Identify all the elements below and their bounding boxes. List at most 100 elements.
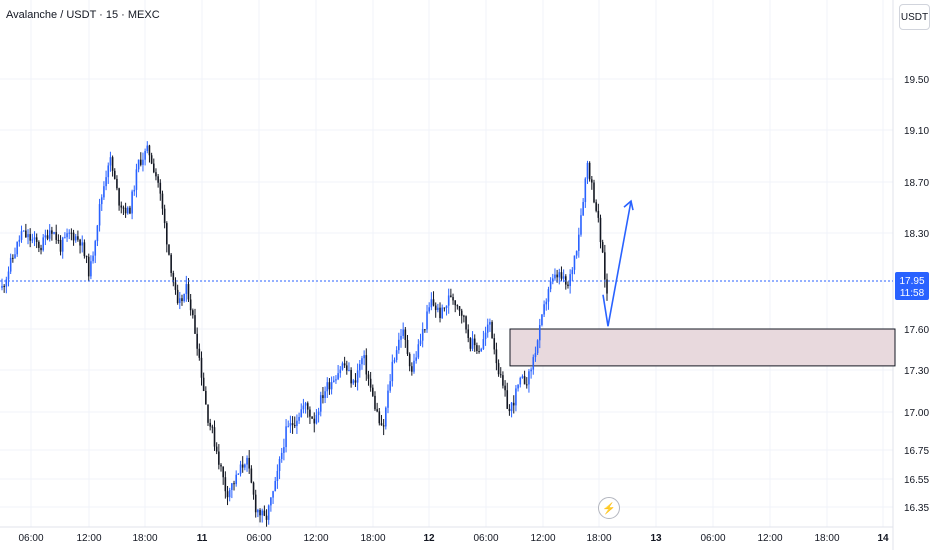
y-tick-label: 19.10 — [904, 126, 929, 137]
candle-body — [523, 376, 526, 385]
candle-body — [567, 284, 569, 287]
candle-body — [146, 145, 149, 151]
candle-body — [235, 474, 237, 485]
candle-body — [525, 384, 528, 386]
candle-body — [575, 250, 578, 256]
candle-body — [478, 351, 480, 353]
candle-body — [415, 357, 417, 361]
candle-body — [161, 193, 164, 209]
candle-body — [72, 232, 75, 241]
candle-body — [588, 162, 591, 180]
candle-body — [246, 457, 248, 465]
candle-body — [276, 470, 279, 481]
candle-body — [209, 422, 211, 427]
candle-body — [18, 239, 21, 242]
candle-body — [200, 357, 203, 378]
candle-body — [463, 315, 465, 317]
candle-body — [198, 348, 201, 358]
candle-body — [419, 340, 422, 345]
candle-body — [20, 231, 23, 240]
candle-body — [363, 355, 365, 359]
candle-body — [512, 402, 515, 406]
candle-body — [157, 176, 159, 183]
candle-body — [473, 338, 476, 346]
candle-body — [133, 189, 136, 192]
candle-body — [385, 407, 387, 427]
y-tick-label: 16.35 — [904, 503, 929, 514]
candle-body — [241, 464, 244, 468]
candle-body — [354, 380, 357, 383]
candle-body — [430, 299, 433, 308]
lightning-icon[interactable]: ⚡ — [598, 497, 620, 519]
candle-body — [499, 374, 502, 376]
x-tick-label: 13 — [650, 533, 662, 544]
candle-body — [64, 237, 66, 239]
candle-body — [181, 298, 183, 302]
candle-body — [337, 373, 339, 380]
candle-body — [259, 509, 261, 516]
x-tick-label: 18:00 — [814, 533, 839, 544]
candle-body — [584, 178, 587, 203]
candle-body — [437, 307, 439, 311]
candle-body — [306, 403, 309, 410]
x-tick-label: 12:00 — [530, 533, 555, 544]
candle-body — [185, 284, 188, 294]
candle-body — [554, 274, 556, 279]
candle-body — [538, 325, 541, 341]
x-tick-label: 12:00 — [757, 533, 782, 544]
candle-body — [116, 178, 118, 189]
candle-body — [79, 239, 81, 246]
candle-body — [434, 305, 437, 311]
candle-body — [176, 289, 179, 304]
candle-body — [83, 242, 86, 257]
y-tick-label: 19.50 — [904, 75, 929, 86]
candle-body — [326, 382, 329, 392]
candle-body — [51, 230, 53, 234]
candle-body — [155, 172, 157, 177]
candle-body — [94, 241, 97, 256]
candle-body — [220, 464, 222, 467]
candle-body — [469, 337, 472, 349]
candle-body — [261, 510, 264, 516]
candle-body — [270, 497, 272, 506]
candle-body — [109, 157, 112, 166]
candle-body — [313, 418, 316, 424]
candle-body — [508, 408, 511, 412]
candle-body — [257, 509, 259, 513]
candle-body — [489, 322, 491, 325]
candle-body — [194, 315, 196, 334]
candle-body — [532, 357, 535, 370]
y-tick-label: 17.00 — [904, 408, 929, 419]
candle-body — [139, 159, 142, 165]
candle-body — [159, 182, 162, 194]
currency-button[interactable]: USDT — [899, 4, 930, 30]
candle-body — [38, 241, 40, 248]
candle-body — [382, 425, 385, 427]
symbol-title[interactable]: Avalanche / USDT · 15 · MEXC — [6, 9, 160, 21]
candle-body — [367, 374, 370, 379]
candle-body — [233, 483, 235, 485]
candle-body — [29, 234, 31, 241]
candle-body — [404, 329, 407, 340]
x-tick-label: 06:00 — [18, 533, 43, 544]
candle-body — [465, 316, 467, 330]
candle-body — [296, 420, 298, 427]
candle-body — [244, 464, 246, 468]
candle-body — [12, 257, 14, 259]
candle-body — [53, 232, 55, 234]
candle-body — [224, 477, 227, 492]
candle-body — [345, 365, 348, 371]
candle-body — [361, 358, 363, 365]
candle-body — [166, 223, 168, 245]
candle-body — [460, 310, 463, 316]
candle-body — [66, 233, 68, 238]
candle-body — [205, 390, 207, 405]
candle-body — [298, 416, 300, 421]
candle-body — [369, 378, 372, 388]
candle-body — [432, 299, 435, 306]
candle-body — [179, 298, 181, 304]
candle-body — [250, 468, 253, 483]
candle-body — [174, 282, 177, 290]
